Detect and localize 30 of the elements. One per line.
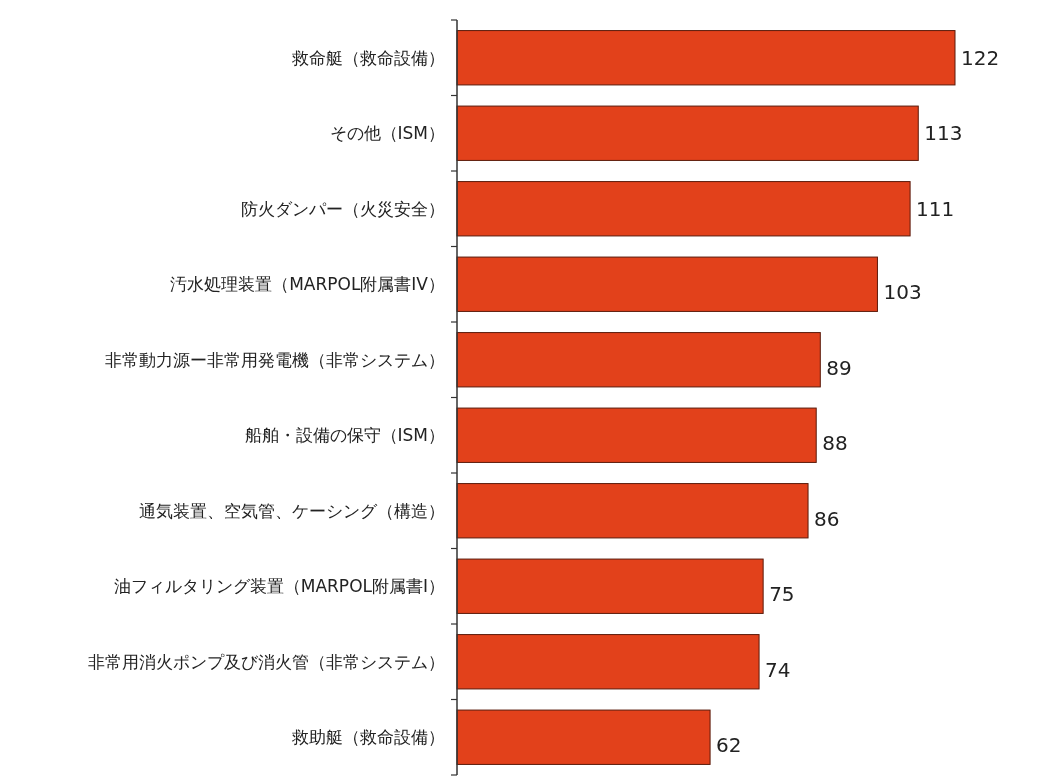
data-label: 113: [924, 121, 963, 146]
y-tick-label: 汚水処理装置（MARPOL附属書IV）: [170, 274, 445, 295]
data-label: 89: [826, 355, 852, 380]
data-label: 122: [961, 45, 1000, 70]
data-label: 62: [716, 733, 742, 758]
y-tick-label: 船舶・設備の保守（ISM）: [244, 425, 445, 446]
data-label: 103: [883, 280, 922, 305]
data-label: 75: [769, 582, 795, 607]
bar: [456, 634, 760, 690]
y-tick-label: 油フィルタリング装置（MARPOL附属書I）: [113, 576, 445, 597]
data-label: 88: [822, 431, 848, 456]
data-label: 86: [814, 506, 840, 531]
bar: [456, 407, 817, 463]
y-tick-label: 非常用消火ポンプ及び消火管（非常システム）: [88, 651, 445, 672]
y-tick-label: 通気装置、空気管、ケーシング（構造）: [139, 500, 445, 521]
y-tick-label: 防火ダンパー（火災安全）: [241, 198, 445, 219]
y-tick-label: 非常動力源ー非常用発電機（非常システム）: [105, 349, 445, 370]
bar: [456, 181, 911, 237]
bar: [456, 256, 878, 312]
y-tick-label: その他（ISM）: [329, 123, 445, 144]
data-label: 74: [765, 657, 791, 682]
bar: [456, 332, 821, 388]
bar: [456, 105, 919, 161]
bar: [456, 558, 764, 614]
data-label: 111: [916, 196, 955, 221]
bar: [456, 709, 711, 765]
y-tick-label: 救命艇（救命設備）: [291, 47, 445, 68]
bar: [456, 30, 956, 86]
y-tick-label: 救助艇（救命設備）: [291, 727, 445, 748]
bar: [456, 483, 809, 539]
